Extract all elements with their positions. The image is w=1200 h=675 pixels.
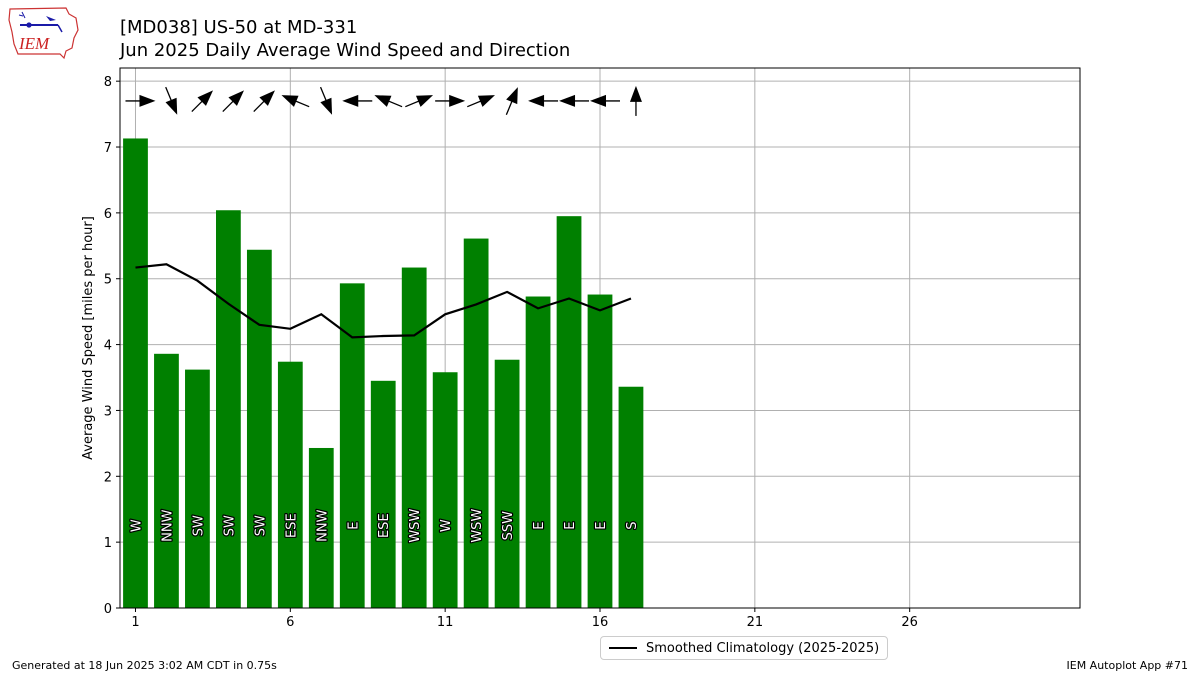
direction-label: SW — [222, 515, 237, 536]
wind-arrow-day-2 — [165, 86, 178, 115]
x-tick-label: 26 — [901, 615, 918, 630]
wind-arrow-day-11 — [435, 94, 466, 107]
direction-label: E — [563, 522, 578, 530]
bar-day-3 — [185, 369, 210, 608]
wind-arrow-head — [590, 94, 606, 107]
y-tick-label: 3 — [104, 404, 112, 419]
wind-arrow-head — [449, 94, 466, 107]
wind-arrow-head — [506, 87, 518, 105]
direction-label: NNW — [160, 509, 175, 541]
wind-arrow-head — [228, 90, 244, 106]
bar-day-5 — [246, 249, 272, 608]
direction-label: SSW — [501, 511, 516, 541]
wind-arrow-day-12 — [467, 95, 495, 108]
iem-logo: IEM — [8, 7, 79, 60]
wind-arrow-head — [528, 94, 545, 107]
wind-arrow-day-6 — [281, 95, 310, 108]
direction-label: ESE — [284, 513, 299, 538]
wind-arrow-head — [281, 95, 299, 107]
direction-label: E — [532, 522, 547, 530]
wind-arrow-day-15 — [559, 94, 590, 107]
wind-arrow-day-5 — [253, 90, 275, 112]
legend-label: Smoothed Climatology (2025-2025) — [646, 640, 880, 656]
footer-app-id: IEM Autoplot App #71 — [1066, 659, 1189, 672]
bar-day-15 — [556, 216, 582, 609]
x-tick-label: 11 — [437, 615, 454, 630]
wind-arrow-head — [165, 97, 178, 115]
bar-day-16 — [587, 294, 613, 608]
direction-labels: W NNW SW SW SW ESE NNW E ESE WSW W WSW SSW E E E S — [128, 507, 641, 544]
y-tick-label: 5 — [104, 273, 112, 288]
bar-day-10 — [401, 267, 427, 608]
wind-arrow-head — [139, 94, 156, 107]
legend: Smoothed Climatology (2025-2025) — [600, 636, 889, 660]
direction-label: ESE — [377, 513, 392, 538]
direction-label: WSW — [408, 509, 423, 543]
direction-label: WSW — [470, 509, 485, 543]
wind-arrow-head — [197, 90, 214, 106]
bar-day-17 — [618, 386, 644, 608]
bar-day-11 — [432, 372, 458, 608]
wind-arrow-day-8 — [342, 94, 373, 107]
x-tick-label: 6 — [286, 615, 294, 630]
direction-label: SW — [253, 515, 268, 536]
wind-arrow-day-1 — [125, 94, 156, 107]
bar-day-7 — [308, 447, 334, 608]
direction-label: E — [594, 522, 609, 530]
wind-arrow-day-10 — [405, 95, 434, 108]
bar-day-14 — [525, 296, 551, 608]
y-tick-label: 0 — [104, 602, 112, 617]
x-tick-label: 21 — [747, 615, 764, 630]
chart-title-line1: [MD038] US-50 at MD-331 — [120, 17, 358, 38]
y-tick-label: 6 — [104, 207, 112, 222]
bar-day-9 — [370, 380, 396, 608]
wind-arrow-day-7 — [319, 86, 333, 115]
climatology-line-layer — [135, 263, 632, 339]
direction-label: S — [625, 522, 640, 530]
direction-label: NNW — [315, 509, 330, 541]
wind-arrow-day-14 — [528, 94, 559, 107]
y-tick-label: 8 — [104, 75, 112, 90]
wind-arrows — [125, 85, 642, 116]
wind-arrow-head — [374, 95, 392, 107]
wind-arrow-day-13 — [505, 87, 518, 116]
direction-label: SW — [191, 515, 206, 536]
y-axis-label: Average Wind Speed [miles per hour] — [81, 216, 96, 460]
wind-arrow-head — [629, 85, 642, 102]
wind-arrow-head — [477, 95, 495, 107]
wind-arrow-day-3 — [191, 90, 214, 112]
bar-day-6 — [277, 361, 303, 608]
wind-arrow-day-16 — [590, 94, 620, 107]
wind-arrow-day-9 — [374, 95, 403, 108]
legend-line-swatch — [609, 647, 637, 649]
wind-arrow-head — [342, 94, 359, 107]
y-tick-label: 7 — [104, 141, 112, 156]
y-tick-label: 4 — [104, 339, 112, 354]
x-tick-label: 16 — [592, 615, 609, 630]
y-tick-label: 1 — [104, 536, 112, 551]
logo-text: IEM — [18, 34, 50, 53]
wind-arrow-head — [259, 90, 275, 106]
direction-label: E — [346, 522, 361, 530]
footer-generated: Generated at 18 Jun 2025 3:02 AM CDT in … — [12, 659, 277, 672]
wind-arrow-day-4 — [222, 90, 244, 112]
wind-arrow-head — [415, 95, 434, 107]
bar-day-12 — [463, 238, 489, 608]
bars — [123, 138, 644, 609]
wind-arrow-day-17 — [629, 85, 642, 116]
direction-label: W — [129, 519, 144, 532]
bar-day-1 — [123, 138, 148, 608]
wind-arrow-head — [559, 94, 576, 107]
bar-day-4 — [216, 210, 241, 608]
bar-day-13 — [494, 359, 520, 608]
x-tick-label: 1 — [131, 615, 139, 630]
chart-title-line2: Jun 2025 Daily Average Wind Speed and Di… — [120, 40, 571, 61]
climatology-line — [135, 263, 632, 339]
y-tick-label: 2 — [104, 470, 112, 485]
wind-arrow-head — [320, 97, 333, 115]
direction-label: W — [439, 519, 454, 532]
bar-day-2 — [154, 353, 179, 608]
